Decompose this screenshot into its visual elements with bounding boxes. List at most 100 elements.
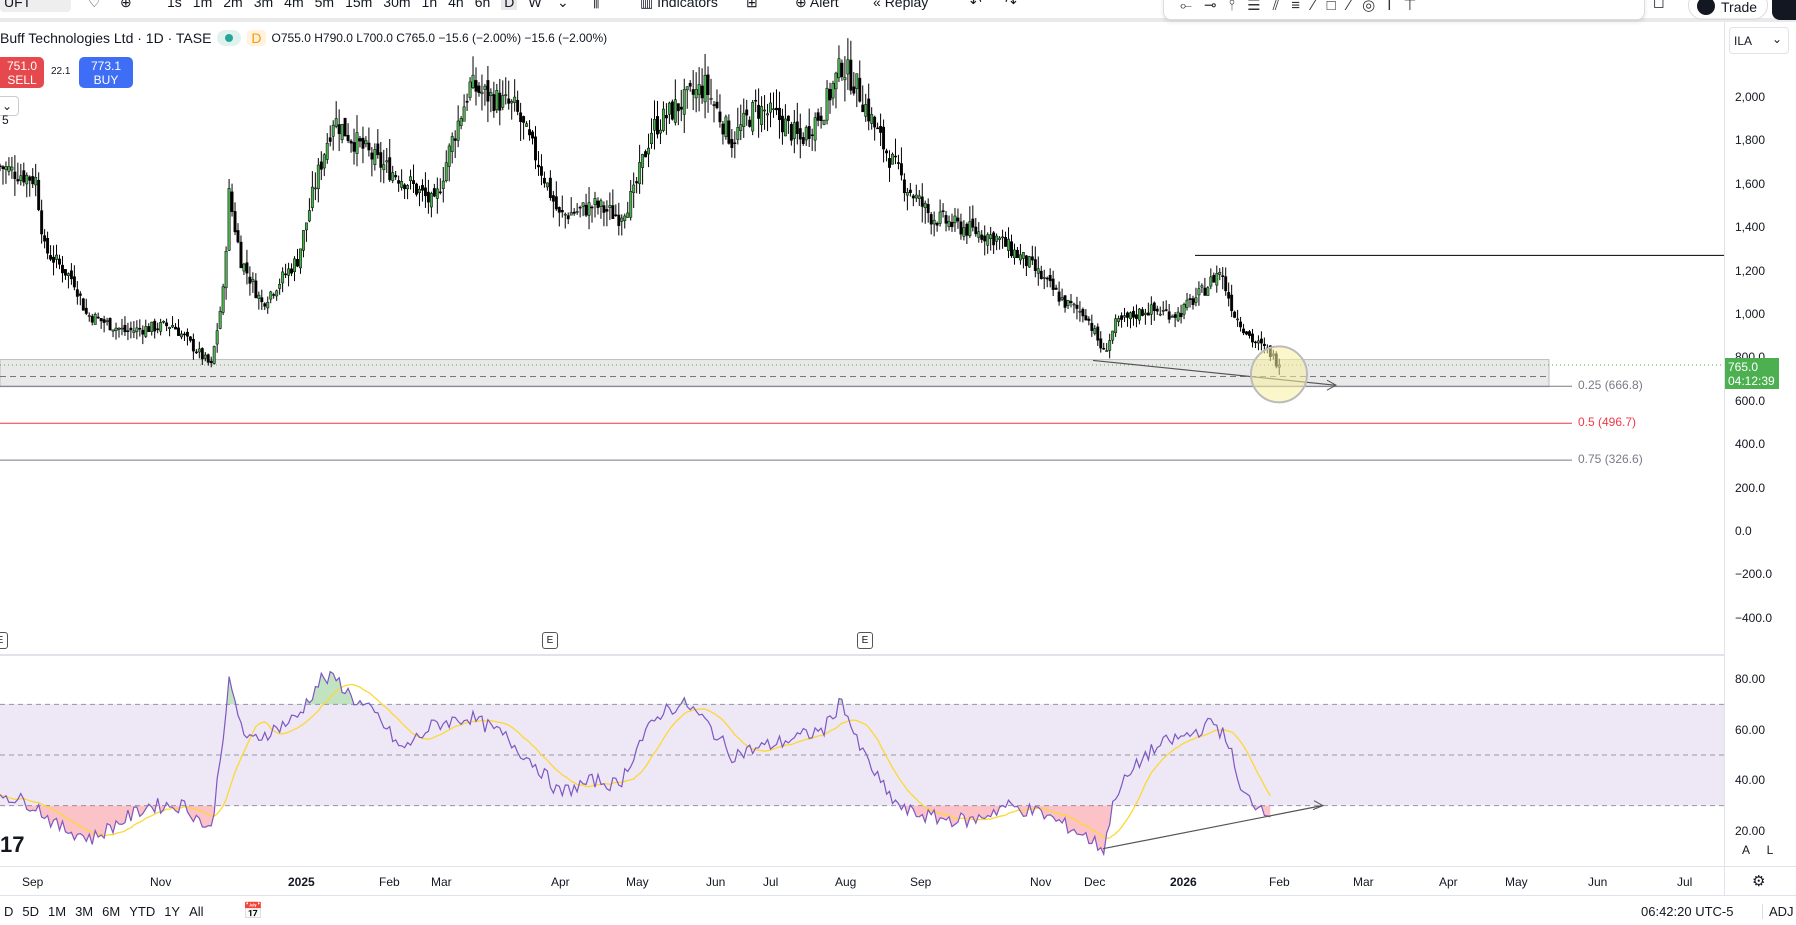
fib-icon[interactable]: ≡: [1291, 0, 1301, 14]
rsi-line: [0, 670, 1271, 857]
compare-plus-icon[interactable]: ⊕: [120, 0, 132, 10]
interval-3m[interactable]: 3m: [253, 0, 274, 10]
candle-body: [1218, 272, 1222, 275]
interval-W[interactable]: W: [528, 0, 542, 10]
candle-body: [1093, 328, 1097, 334]
adjust-button[interactable]: ADJ: [1762, 904, 1794, 919]
earnings-marker[interactable]: E: [0, 632, 8, 649]
candle-body: [299, 248, 302, 269]
indicators-button[interactable]: ▥ Indicators: [640, 0, 718, 11]
alert-button[interactable]: ⊕ Alert: [795, 0, 839, 11]
candle-body: [831, 83, 835, 99]
interval-2m[interactable]: 2m: [223, 0, 243, 10]
candle-type-icon[interactable]: ⫼: [593, 0, 600, 10]
cursor-icon[interactable]: I: [1387, 0, 1392, 14]
range-all[interactable]: All: [189, 904, 204, 919]
indicators-label: Indicators: [657, 0, 718, 10]
currency-dropdown[interactable]: ILA ⌄: [1729, 27, 1789, 54]
candle-body: [929, 214, 933, 225]
rectangle-icon[interactable]: □: [1326, 0, 1336, 14]
candle-body: [1245, 331, 1248, 335]
range-1m[interactable]: 1M: [48, 904, 67, 919]
interval-4h[interactable]: 4h: [448, 0, 464, 10]
candle-body: [78, 293, 82, 296]
candle-body: [266, 301, 270, 309]
interval-1s[interactable]: 1s: [167, 0, 182, 10]
redo-icon[interactable]: ↷: [1005, 0, 1017, 10]
interval-1h[interactable]: 1h: [421, 0, 438, 10]
range-5d[interactable]: 5D: [22, 904, 40, 919]
candle-body: [376, 143, 380, 156]
candle-body: [626, 212, 630, 218]
time-axis[interactable]: ⚙ Sep Nov 2025 Feb Mar Apr May Jun Jul Aug Sep Nov D…: [0, 866, 1796, 896]
publish-button[interactable]: [1772, 0, 1796, 20]
auto-scale-button[interactable]: A: [1741, 843, 1750, 857]
heart-icon[interactable]: ♡: [88, 0, 101, 10]
range-1y[interactable]: 1Y: [164, 904, 181, 919]
interval-list[interactable]: 1s 1m 2m 3m 4m 5m 15m 30m 1h 4h 6h D W: [167, 0, 553, 10]
parallel-channel-icon[interactable]: ☰: [1247, 0, 1261, 14]
undo-icon[interactable]: ↶: [970, 0, 982, 10]
candle-body: [93, 314, 97, 325]
candle-body: [403, 184, 407, 190]
interval-30m[interactable]: 30m: [383, 0, 411, 10]
candle-body: [141, 329, 145, 335]
candle-body: [989, 234, 993, 239]
horizontal-line-icon[interactable]: ⊸: [1204, 0, 1217, 14]
trend-angle-icon[interactable]: ⫽: [1272, 0, 1280, 14]
candle-body: [685, 86, 689, 91]
candle-body: [754, 99, 758, 102]
marker-icon[interactable]: ⊤: [1403, 0, 1417, 14]
symbol-search[interactable]: UFT: [0, 0, 72, 12]
symbol-title[interactable]: Buff Technologies Ltd · 1D · TASE: [0, 30, 212, 46]
trade-button[interactable]: Trade: [1688, 0, 1768, 20]
interval-1m[interactable]: 1m: [192, 0, 213, 10]
interval-5m[interactable]: 5m: [314, 0, 335, 10]
interval-D[interactable]: D: [501, 0, 518, 10]
candle-body: [611, 205, 615, 220]
candle-body: [1227, 292, 1231, 299]
interval-chevron-icon[interactable]: ⌄: [557, 0, 569, 10]
trend-line-icon[interactable]: ∕: [1312, 0, 1315, 14]
price-axis[interactable]: 2,0001,8001,6001,4001,2001,000800.0600.0…: [1724, 22, 1796, 895]
pane-separator[interactable]: [0, 654, 1724, 656]
range-3m[interactable]: 3M: [75, 904, 94, 919]
candle-body: [423, 187, 427, 197]
candle-body: [1007, 238, 1010, 251]
calendar-icon[interactable]: 📅: [243, 903, 263, 920]
interval-4m[interactable]: 4m: [284, 0, 304, 10]
candle-body: [682, 89, 686, 115]
candle-body: [1030, 256, 1034, 261]
range-ytd[interactable]: YTD: [129, 904, 156, 919]
buy-button[interactable]: 773.1 BUY: [79, 57, 133, 88]
settings-gear-icon[interactable]: ⚙: [1752, 873, 1766, 890]
horizontal-ray-icon[interactable]: ⟜: [1180, 0, 1193, 14]
last-price: 765.0: [1728, 360, 1759, 374]
range-d[interactable]: D: [4, 904, 14, 919]
candle-body: [465, 100, 469, 103]
earnings-marker[interactable]: E: [857, 632, 873, 649]
templates-icon[interactable]: ⊞: [746, 0, 758, 10]
sell-button[interactable]: 751.0 SELL: [0, 57, 44, 88]
ray-icon[interactable]: ∕: [1347, 0, 1351, 14]
candle-body: [840, 62, 844, 78]
indicators-collapse-button[interactable]: ⌄ 5: [0, 96, 19, 127]
candle-body: [278, 284, 282, 289]
camera-icon[interactable]: ◻: [1653, 0, 1665, 10]
candle-body: [284, 273, 288, 276]
chart-canvas[interactable]: 17: [0, 0, 1724, 866]
candle-body: [343, 117, 347, 137]
candle-body: [418, 188, 421, 194]
range-6m[interactable]: 6M: [102, 904, 121, 919]
vertical-line-icon[interactable]: ⫯: [1228, 0, 1236, 14]
interval-15m[interactable]: 15m: [345, 0, 373, 10]
circle-icon[interactable]: ◎: [1362, 0, 1376, 14]
candle-body: [22, 170, 26, 183]
replay-button[interactable]: « Replay: [873, 0, 928, 10]
candle-body: [932, 219, 936, 225]
log-scale-button[interactable]: L: [1766, 843, 1774, 857]
candle-body: [542, 177, 546, 184]
interval-6h[interactable]: 6h: [474, 0, 491, 10]
candle-body: [1140, 309, 1144, 316]
earnings-marker[interactable]: E: [542, 632, 558, 649]
